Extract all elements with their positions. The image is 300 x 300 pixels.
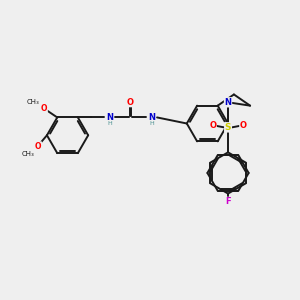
Text: H: H [107, 122, 112, 126]
Text: O: O [240, 122, 247, 130]
Text: N: N [106, 113, 113, 122]
Text: S: S [225, 123, 231, 132]
Text: O: O [35, 142, 41, 151]
Text: H: H [149, 122, 154, 126]
Text: N: N [224, 98, 232, 107]
Text: N: N [148, 113, 155, 122]
Text: F: F [225, 197, 231, 206]
Text: O: O [127, 98, 134, 106]
Text: CH₃: CH₃ [26, 99, 39, 105]
Text: O: O [41, 104, 47, 113]
Text: CH₃: CH₃ [21, 151, 34, 157]
Text: O: O [209, 122, 216, 130]
